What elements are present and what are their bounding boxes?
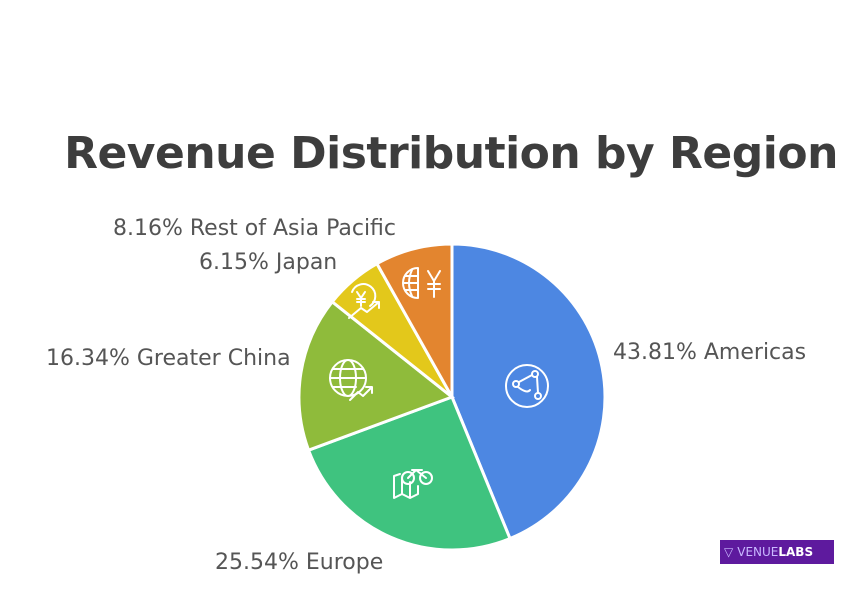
label-europe: 25.54% Europe: [215, 550, 384, 575]
map-bicycle-icon: [393, 469, 433, 499]
chart-title: Revenue Distribution by Region: [64, 128, 838, 179]
venuelabs-logo: ▽ VENUELABS: [720, 540, 834, 564]
slice-europe: [306, 395, 512, 552]
globe-growth-icon: [329, 359, 373, 401]
globe-yen-icon: [402, 267, 441, 299]
label-americas: 43.81% Americas: [613, 340, 807, 365]
label-japan: 6.15% Japan: [199, 250, 338, 275]
slice-greater-china: [297, 299, 456, 453]
logo-mark-icon: ▽: [724, 545, 734, 559]
label-greater-china: 16.34% Greater China: [46, 346, 291, 371]
globe-network-icon: [505, 364, 549, 408]
yen-growth-icon: [348, 283, 380, 319]
label-rest-of-asia-pacific: 8.16% Rest of Asia Pacific: [113, 216, 397, 241]
